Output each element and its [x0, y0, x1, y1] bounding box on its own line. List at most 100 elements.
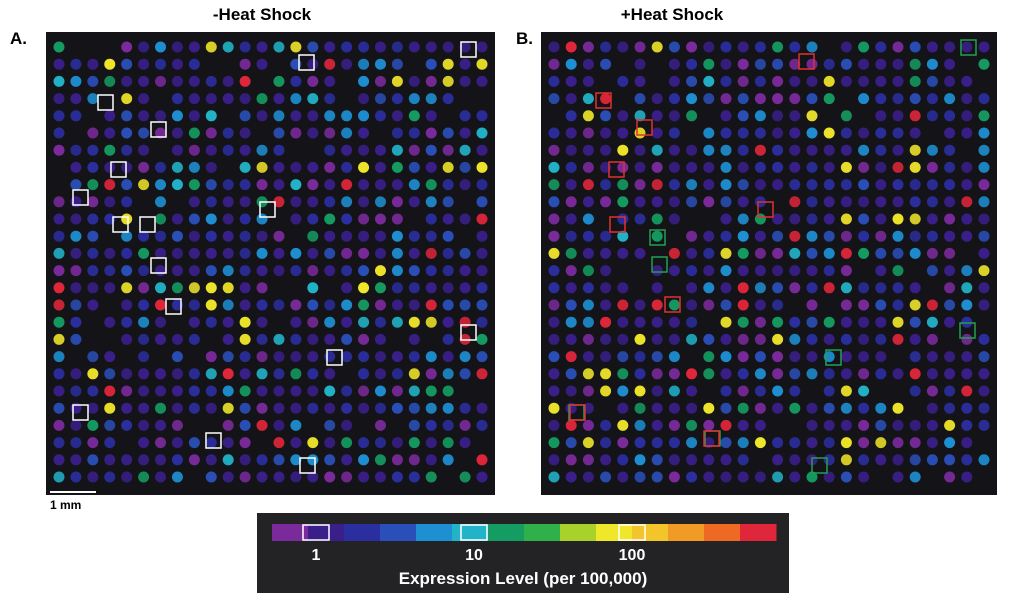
spot — [273, 110, 285, 122]
spot — [617, 75, 629, 87]
spot — [104, 247, 116, 259]
spot — [892, 41, 904, 53]
spot — [408, 179, 420, 191]
spot — [188, 144, 200, 156]
spot — [617, 299, 629, 311]
spot — [686, 471, 698, 483]
spot — [374, 230, 386, 242]
spot — [138, 179, 150, 191]
spot — [374, 316, 386, 328]
spot — [391, 196, 403, 208]
spot — [600, 454, 612, 466]
spot — [273, 161, 285, 173]
spot — [909, 368, 921, 380]
spot — [408, 75, 420, 87]
spot — [668, 385, 680, 397]
spot — [138, 265, 150, 277]
highlight-box — [757, 201, 774, 218]
spot — [565, 282, 577, 294]
spot — [425, 196, 437, 208]
spot — [565, 437, 577, 449]
spot — [909, 196, 921, 208]
spot — [565, 454, 577, 466]
spot — [548, 454, 560, 466]
spot — [875, 299, 887, 311]
spot — [121, 230, 133, 242]
spot — [358, 402, 370, 414]
spot — [892, 75, 904, 87]
spot — [87, 93, 99, 105]
spot — [70, 471, 82, 483]
spot — [307, 179, 319, 191]
spot — [840, 144, 852, 156]
spot — [205, 110, 217, 122]
spot — [138, 58, 150, 70]
spot — [171, 351, 183, 363]
spot — [324, 333, 336, 345]
spot — [565, 110, 577, 122]
spot — [138, 282, 150, 294]
spot — [138, 385, 150, 397]
spot — [307, 230, 319, 242]
spot — [858, 58, 870, 70]
spot — [425, 316, 437, 328]
spot — [617, 454, 629, 466]
spot — [634, 144, 646, 156]
spot — [290, 179, 302, 191]
colorbar-segment — [704, 524, 741, 541]
spot — [961, 230, 973, 242]
spot — [754, 247, 766, 259]
spot — [341, 230, 353, 242]
highlight-box — [72, 404, 89, 421]
spot — [205, 351, 217, 363]
spot — [476, 196, 488, 208]
spot — [273, 419, 285, 431]
spot — [256, 93, 268, 105]
spot — [926, 437, 938, 449]
spot — [442, 385, 454, 397]
spot — [720, 454, 732, 466]
spot — [548, 368, 560, 380]
spot — [53, 127, 65, 139]
spot — [104, 265, 116, 277]
spot — [341, 333, 353, 345]
spot — [391, 93, 403, 105]
spot — [324, 454, 336, 466]
spot — [858, 299, 870, 311]
spot — [600, 179, 612, 191]
spot — [582, 316, 594, 328]
spot — [737, 437, 749, 449]
spot — [408, 161, 420, 173]
spot — [978, 58, 990, 70]
spot — [961, 110, 973, 122]
spot — [104, 437, 116, 449]
spot — [772, 213, 784, 225]
spot — [171, 58, 183, 70]
spot — [425, 230, 437, 242]
spot — [582, 265, 594, 277]
spot — [155, 247, 167, 259]
spot — [155, 471, 167, 483]
spot — [858, 419, 870, 431]
spot — [87, 368, 99, 380]
spot — [273, 471, 285, 483]
spot — [754, 213, 766, 225]
spot — [823, 265, 835, 277]
spot — [459, 41, 471, 53]
spot — [188, 265, 200, 277]
spot — [273, 41, 285, 53]
colorbar-segment — [344, 524, 381, 541]
spot — [239, 419, 251, 431]
spot — [408, 454, 420, 466]
spot — [703, 333, 715, 345]
spot — [222, 402, 234, 414]
spot — [978, 127, 990, 139]
spot — [53, 316, 65, 328]
spot — [754, 265, 766, 277]
spot — [104, 282, 116, 294]
spot — [686, 454, 698, 466]
spot — [442, 368, 454, 380]
spot — [341, 41, 353, 53]
spot — [651, 316, 663, 328]
spot — [121, 75, 133, 87]
